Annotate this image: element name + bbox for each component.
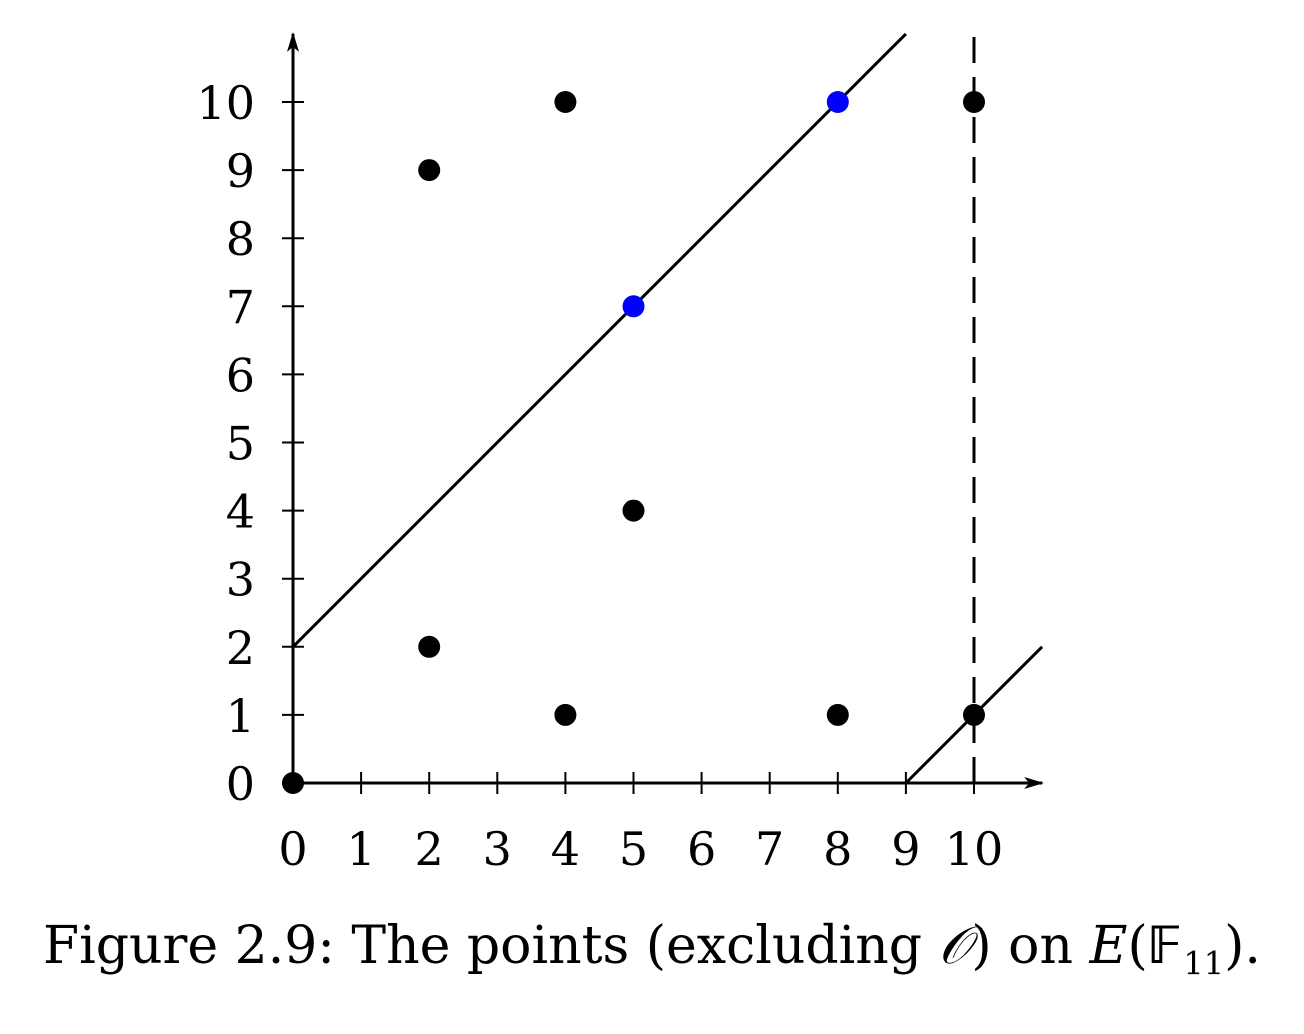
x-tick-label: 4 bbox=[551, 822, 580, 876]
caption-middle: ) on bbox=[971, 916, 1090, 976]
axes bbox=[287, 31, 1045, 789]
y-tick-label: 0 bbox=[226, 757, 255, 811]
curve-point bbox=[826, 703, 849, 726]
figure-caption: Figure 2.9: The points (excluding 𝒪) on … bbox=[0, 916, 1304, 982]
caption-paren-open: ( bbox=[1127, 916, 1148, 976]
x-tick-label: 9 bbox=[891, 822, 920, 876]
caption-symbol-e: E bbox=[1089, 916, 1128, 976]
x-tick-label: 6 bbox=[687, 822, 716, 876]
y-tick-label: 7 bbox=[226, 280, 255, 334]
curve-point bbox=[554, 703, 577, 726]
curve-point bbox=[963, 91, 985, 113]
lines-layer bbox=[291, 32, 1044, 785]
x-tick-label: 0 bbox=[278, 822, 307, 876]
curve-point bbox=[418, 635, 441, 658]
x-tick-label: 10 bbox=[945, 822, 1004, 876]
curve-point bbox=[622, 499, 645, 522]
y-tick-label: 8 bbox=[226, 212, 255, 266]
y-tick-label: 6 bbox=[226, 348, 255, 402]
y-tick-label: 4 bbox=[226, 485, 255, 539]
ticks bbox=[282, 101, 975, 794]
caption-field-subscript: 11 bbox=[1183, 944, 1225, 983]
x-tick-label: 8 bbox=[823, 822, 852, 876]
y-tick-label: 9 bbox=[226, 144, 255, 198]
caption-prefix: Figure 2.9: The points (excluding bbox=[43, 916, 939, 976]
caption-field: 𝔽 bbox=[1147, 916, 1184, 976]
y-tick-label: 2 bbox=[226, 621, 255, 675]
x-tick-label: 7 bbox=[755, 822, 784, 876]
x-tick-label: 2 bbox=[415, 822, 444, 876]
y-tick-label: 3 bbox=[226, 553, 255, 607]
x-tick-label: 3 bbox=[483, 822, 512, 876]
curve-point bbox=[418, 159, 441, 182]
y-tick-label: 1 bbox=[226, 689, 255, 743]
y-tick-label: 10 bbox=[196, 76, 255, 130]
highlighted-point bbox=[622, 295, 645, 318]
caption-suffix: ). bbox=[1224, 916, 1261, 976]
highlighted-point bbox=[826, 91, 849, 113]
y-tick-label: 5 bbox=[226, 417, 255, 471]
caption-symbol-o: 𝒪 bbox=[938, 916, 972, 976]
points bbox=[282, 91, 985, 794]
curve-point bbox=[282, 772, 304, 794]
curve-point bbox=[963, 703, 985, 726]
curve-point bbox=[554, 91, 577, 113]
x-tick-label: 5 bbox=[619, 822, 648, 876]
chord-line bbox=[291, 32, 907, 648]
x-tick-label: 1 bbox=[346, 822, 375, 876]
